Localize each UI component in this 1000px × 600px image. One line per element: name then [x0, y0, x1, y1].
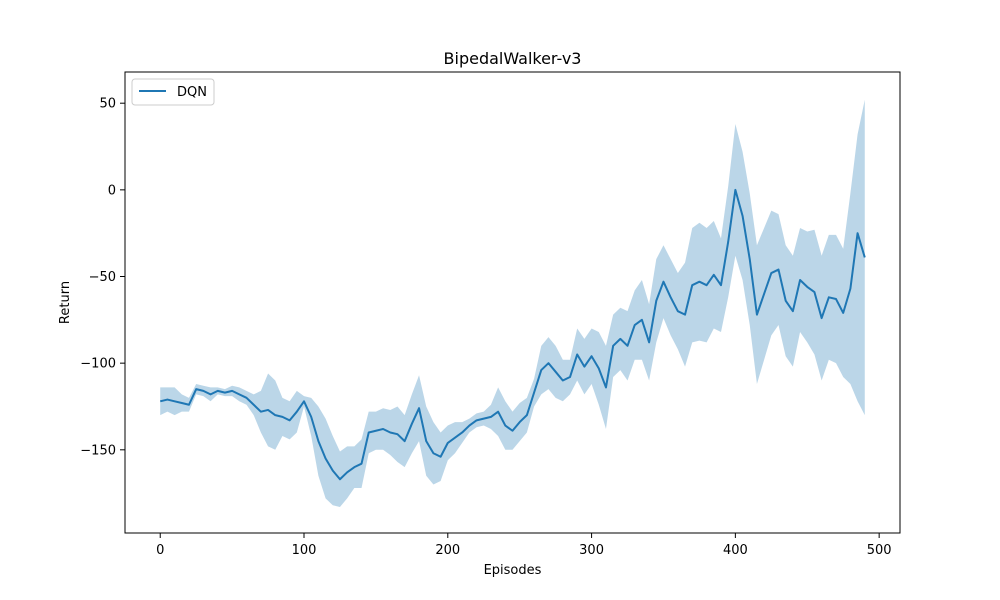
legend-box [131, 78, 215, 106]
band-dqn [160, 99, 865, 507]
x-axis-label: Episodes [484, 563, 542, 578]
x-tick-label: 300 [579, 543, 604, 558]
series-line-dqn [159, 188, 866, 481]
plot-area [159, 99, 866, 507]
y-tick-label: 0 [108, 183, 116, 198]
legend: DQN [131, 78, 215, 106]
y-tick-label: −50 [89, 270, 116, 285]
y-axis-label: Return [58, 281, 73, 324]
x-tick-label: 500 [867, 543, 892, 558]
x-tick-label: 0 [156, 543, 164, 558]
plot-frame [124, 71, 901, 534]
x-axis: 0 100 200 300 400 500 [156, 533, 892, 558]
x-tick-label: 100 [292, 543, 317, 558]
y-tick-label: −150 [80, 443, 116, 458]
chart-title: BipedalWalker-v3 [444, 49, 582, 68]
y-tick-label: 50 [99, 97, 116, 112]
y-axis: −150 −100 −50 0 50 [80, 97, 125, 458]
x-tick-label: 200 [435, 543, 460, 558]
y-tick-label: −100 [80, 357, 116, 372]
legend-label-dqn: DQN [177, 85, 207, 100]
x-tick-label: 400 [723, 543, 748, 558]
